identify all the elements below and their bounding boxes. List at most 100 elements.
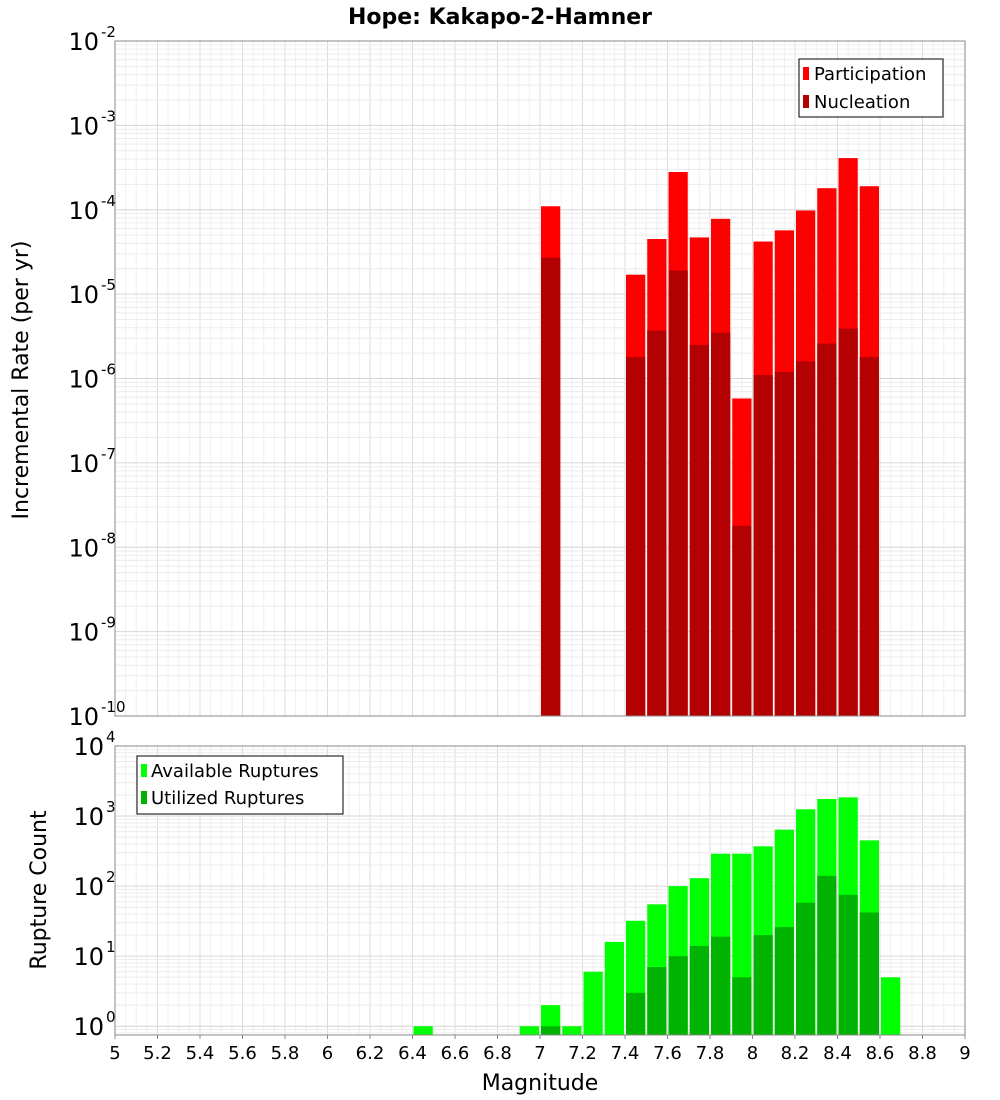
bar-utilized-ruptures: [689, 945, 709, 1035]
bar-nucleation: [817, 343, 837, 716]
y-tick-label: 10: [73, 943, 104, 971]
legend-swatch-utilized: [141, 791, 147, 804]
legend-swatch-nucleation: [803, 95, 809, 108]
bar-nucleation: [859, 356, 879, 716]
bar-available-ruptures: [562, 1026, 582, 1035]
y-tick-exponent: -10: [101, 698, 126, 716]
bottom-legend: Available Ruptures Utilized Ruptures: [136, 755, 344, 815]
x-ticks: 5 5.2 5.4 5.6 5.8 6 6.2 6.4 6.6 6.8 7 7.2 7.4 7.6 7.8 8…: [109, 1035, 971, 1064]
x-tick-label: 7.4: [611, 1043, 640, 1064]
y-tick-label: 10: [73, 803, 104, 831]
top-legend: Participation Nucleation: [798, 58, 944, 118]
x-tick-label: 5.2: [143, 1043, 172, 1064]
x-tick-label: 5.8: [271, 1043, 300, 1064]
y-tick-label: 10: [68, 281, 99, 309]
bar-nucleation: [647, 330, 667, 716]
y-tick-exponent: -8: [101, 529, 116, 547]
x-tick-label: 7.6: [653, 1043, 682, 1064]
bar-nucleation: [541, 257, 561, 716]
x-tick-label: 5.6: [228, 1043, 257, 1064]
x-tick-label: 6: [322, 1043, 333, 1064]
bar-utilized-ruptures: [817, 875, 837, 1035]
x-tick-label: 5: [109, 1043, 120, 1064]
x-tick-label: 7: [534, 1043, 545, 1064]
y-tick-exponent: -4: [101, 192, 116, 210]
x-tick-label: 8: [747, 1043, 758, 1064]
bar-nucleation: [689, 344, 709, 716]
x-tick-label: 7.2: [568, 1043, 597, 1064]
top-plot-bars: [541, 158, 879, 717]
bar-nucleation: [626, 356, 646, 716]
y-tick-label: 10: [73, 733, 104, 761]
bar-utilized-ruptures: [838, 894, 858, 1035]
x-tick-label: 7.8: [696, 1043, 725, 1064]
y-tick-exponent: 4: [106, 728, 116, 746]
bar-available-ruptures: [583, 971, 603, 1035]
top-plot-frame: [114, 40, 966, 717]
bar-nucleation: [753, 375, 773, 716]
bar-available-ruptures: [881, 977, 901, 1035]
x-tick-label: 9: [959, 1043, 970, 1064]
y-tick-label: 10: [73, 1013, 104, 1041]
bottom-plot-bars: [413, 797, 901, 1035]
legend-label-available: Available Ruptures: [151, 761, 319, 782]
x-tick-label: 5.4: [186, 1043, 215, 1064]
bottom-legend-box: [136, 755, 344, 815]
bar-utilized-ruptures: [732, 977, 752, 1035]
bar-utilized-ruptures: [859, 912, 879, 1035]
y-tick-exponent: -5: [101, 276, 116, 294]
x-tick-label: 6.2: [356, 1043, 385, 1064]
y-tick-exponent: 1: [106, 938, 116, 956]
bar-nucleation: [668, 270, 688, 716]
y-tick-exponent: 0: [106, 1008, 116, 1026]
y-tick-label: 10: [68, 366, 99, 394]
y-tick-exponent: -6: [101, 361, 116, 379]
x-tick-label: 8.8: [908, 1043, 937, 1064]
y-tick-label: 10: [68, 112, 99, 140]
y-tick-label: 10: [68, 534, 99, 562]
y-tick-exponent: 2: [106, 868, 116, 886]
legend-label-nucleation: Nucleation: [814, 92, 910, 113]
y-tick-exponent: 3: [106, 798, 116, 816]
y-tick-label: 10: [68, 450, 99, 478]
y-tick-label: 10: [68, 197, 99, 225]
bar-nucleation: [732, 525, 752, 716]
bar-utilized-ruptures: [626, 992, 646, 1035]
bar-utilized-ruptures: [774, 927, 794, 1035]
y-tick-label: 10: [68, 28, 99, 56]
x-tick-label: 6.6: [441, 1043, 470, 1064]
top-plot-grid: [114, 41, 966, 717]
chart-title: Hope: Kakapo-2-Hamner: [348, 5, 652, 30]
y-tick-exponent: -7: [101, 445, 116, 463]
y-tick-exponent: -9: [101, 614, 116, 632]
bar-utilized-ruptures: [753, 935, 773, 1035]
bar-nucleation: [711, 332, 731, 716]
y-tick-label: 10: [73, 873, 104, 901]
top-legend-box: [798, 58, 944, 118]
x-tick-label: 8.6: [866, 1043, 895, 1064]
bar-utilized-ruptures: [796, 902, 816, 1035]
legend-label-utilized: Utilized Ruptures: [151, 788, 304, 809]
bar-available-ruptures: [413, 1026, 433, 1035]
bar-nucleation: [774, 371, 794, 716]
y-tick-label: 10: [68, 619, 99, 647]
x-axis-label: Magnitude: [482, 1071, 599, 1096]
legend-swatch-participation: [803, 67, 809, 80]
bar-utilized-ruptures: [668, 956, 688, 1035]
x-tick-label: 6.8: [483, 1043, 512, 1064]
x-tick-label: 6.4: [398, 1043, 427, 1064]
y-tick-exponent: -2: [101, 23, 116, 41]
y-tick-exponent: -3: [101, 107, 116, 125]
bar-nucleation: [838, 328, 858, 716]
top-y-axis-label: Incremental Rate (per yr): [9, 241, 34, 520]
bar-available-ruptures: [604, 941, 624, 1035]
bar-utilized-ruptures: [647, 967, 667, 1035]
y-tick-label: 10: [68, 703, 99, 731]
bar-nucleation: [796, 361, 816, 716]
legend-label-participation: Participation: [814, 64, 926, 85]
bottom-y-axis-label: Rupture Count: [27, 810, 52, 970]
bar-utilized-ruptures: [541, 1026, 561, 1035]
